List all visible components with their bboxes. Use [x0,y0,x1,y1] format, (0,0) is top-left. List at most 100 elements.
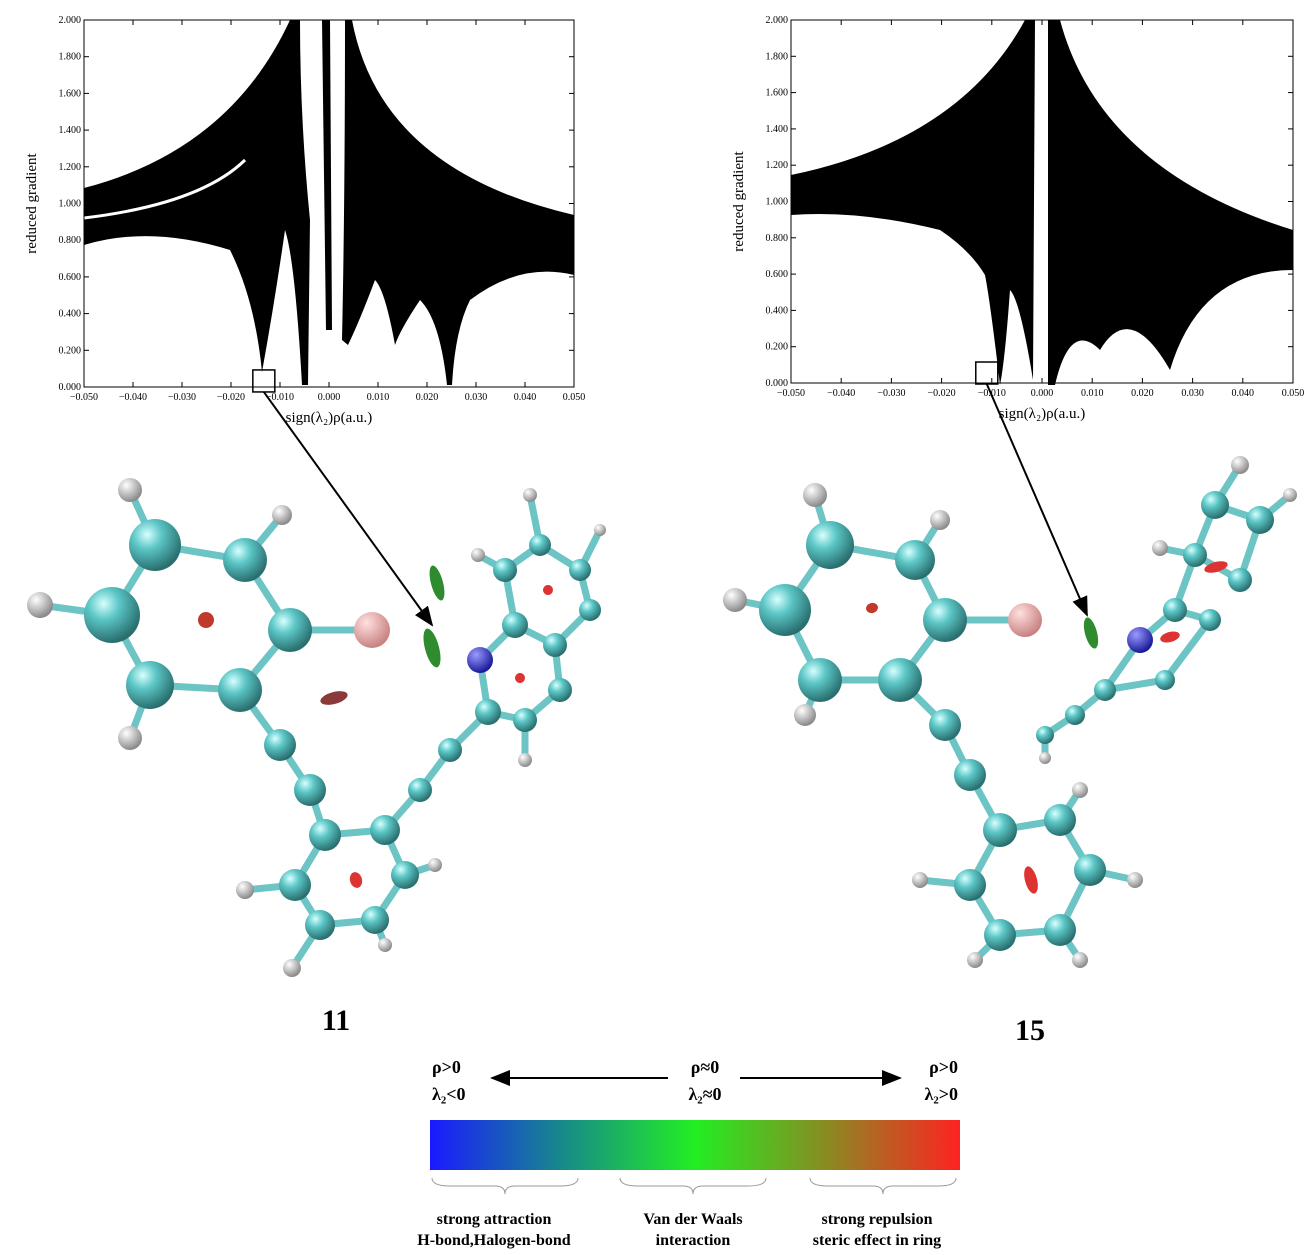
x-tick-label: −0.050 [70,392,98,403]
atom [1008,603,1042,637]
x-tick-label: 0.010 [1081,388,1104,399]
atom [1094,679,1116,701]
molecule-label: 11 [322,1004,350,1037]
atom [759,584,811,636]
x-tick-label: −0.040 [827,388,855,399]
atom [548,678,572,702]
x-axis-label: sign(λ₂)ρ(a.u.) [999,406,1086,422]
x-tick-label: 0.050 [563,392,586,403]
nci-surface [514,672,526,684]
y-tick-label: 1.600 [59,88,82,99]
y-axis-label: reduced gradient [24,152,40,253]
atom [502,612,528,638]
atom [84,587,140,643]
atom [309,819,341,851]
atom [954,869,986,901]
atom [408,778,432,802]
colorbar-label: λ₂≈0 [688,1084,721,1104]
atom [1231,456,1249,474]
atom [428,858,442,872]
molecule-label: 15 [1015,1014,1045,1047]
atom [1127,627,1153,653]
atom [1072,952,1088,968]
atom [264,729,296,761]
colorbar-label: λ₂<0 [432,1084,466,1104]
colorbar-description: Van der Waals [643,1211,742,1228]
atom [223,538,267,582]
x-tick-label: −0.040 [119,392,147,403]
nci-surface [348,871,364,890]
atom [1155,670,1175,690]
atom [118,726,142,750]
atom [1072,782,1088,798]
y-tick-label: 1.400 [59,125,82,136]
colorbar-label: ρ>0 [432,1057,461,1077]
braces [432,1178,956,1194]
atom [1152,540,1168,556]
x-tick-label: −0.030 [877,388,905,399]
atom [594,524,606,536]
x-tick-label: 0.020 [416,392,439,403]
atom [268,608,312,652]
atom [1246,506,1274,534]
atom [438,738,462,762]
atom [1044,914,1076,946]
x-tick-label: 0.010 [367,392,390,403]
atom [1127,872,1143,888]
y-tick-label: 1.200 [59,162,82,173]
atom [354,612,390,648]
atom [983,813,1017,847]
x-tick-label: −0.050 [777,388,805,399]
y-tick-label: 0.200 [766,342,789,353]
atom [579,599,601,621]
atom [806,521,854,569]
atom [723,588,747,612]
x-tick-label: −0.030 [168,392,196,403]
atom [361,906,389,934]
y-tick-label: 2.000 [59,15,82,26]
atom [1039,752,1051,764]
nci-surface [1159,630,1181,645]
atom [929,709,961,741]
atom [118,478,142,502]
figure: 11 15 ρ>0 λ₂<0 ρ≈0 λ₂≈0 ρ>0 λ₂>0 strong … [0,0,1309,1250]
atom [984,919,1016,951]
atom [218,668,262,712]
nci-surface [319,689,349,708]
atom [954,759,986,791]
y-tick-label: 1.000 [59,199,82,210]
y-tick-label: 0.400 [766,305,789,316]
atom [370,815,400,845]
y-tick-label: 0.600 [766,269,789,280]
atom [513,708,537,732]
x-tick-label: 0.020 [1131,388,1154,399]
colorbar-description: interaction [656,1232,731,1249]
atom [1201,491,1229,519]
atom [1065,705,1085,725]
atom [272,505,292,525]
atom [467,647,493,673]
atom [1036,726,1054,744]
atom [493,558,517,582]
atom [794,704,816,726]
x-tick-label: 0.000 [1031,388,1054,399]
nci-surface [542,584,554,596]
y-tick-label: 1.800 [59,52,82,63]
y-tick-label: 1.400 [766,124,789,135]
x-tick-label: −0.020 [928,388,956,399]
y-tick-label: 0.200 [59,345,82,356]
highlight-box [976,362,998,384]
atom [518,753,532,767]
bond [1165,620,1210,680]
atom [1074,854,1106,886]
x-axis-label: sign(λ₂)ρ(a.u.) [286,410,373,426]
colorbar-label: ρ≈0 [691,1057,720,1077]
highlight-box [253,370,275,392]
colorbar-label: λ₂>0 [925,1084,959,1104]
x-tick-label: 0.040 [514,392,537,403]
colorbar-description: steric effect in ring [813,1232,941,1249]
atom [569,559,591,581]
y-tick-label: 1.200 [766,160,789,171]
atom [798,658,842,702]
nci-surface [427,564,448,602]
